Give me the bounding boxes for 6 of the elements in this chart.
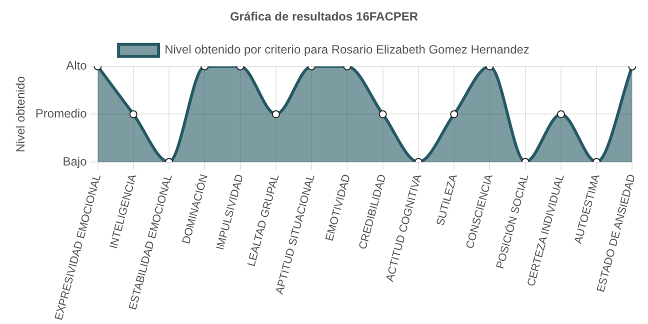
y-axis-title: Nivel obtenido [14,76,28,152]
category-label: Bajo [62,154,87,168]
chart-title: Gráfica de resultados 16FACPER [230,10,418,24]
legend-label: Nivel obtenido por criterio para Rosario Elizabeth Gomez Hernandez [164,42,530,57]
category-label: Alto [66,58,87,73]
category-label: Promedio [35,106,87,121]
